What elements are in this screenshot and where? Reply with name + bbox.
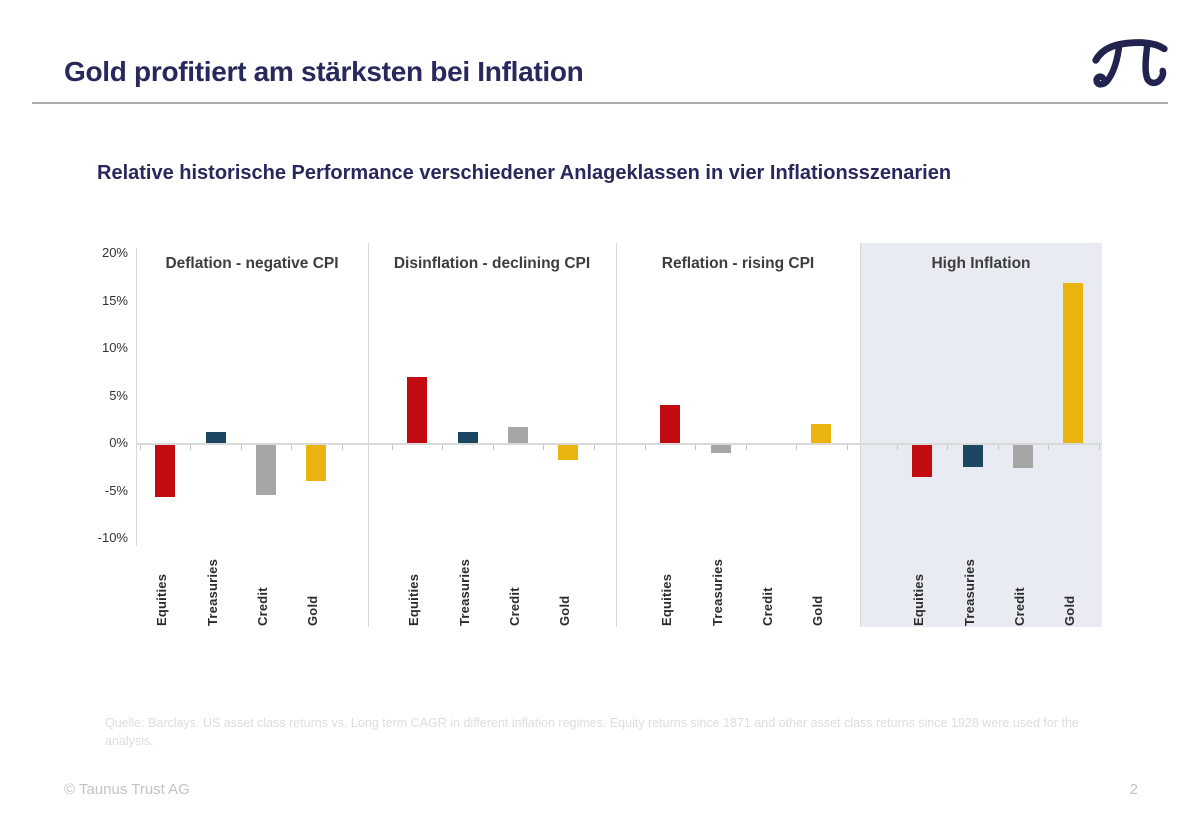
category-label: Gold [557, 595, 573, 626]
x-axis-tick [140, 445, 141, 450]
bar-gold [558, 445, 579, 461]
x-axis-tick [492, 445, 494, 450]
category-label: Gold [1062, 595, 1078, 626]
y-axis-label: -5% [104, 482, 128, 498]
panel-title: Reflation - rising CPI [661, 255, 815, 272]
panel-title: High Inflation [931, 255, 1031, 272]
highlight-background [861, 243, 1102, 627]
x-axis-tick [997, 445, 999, 450]
bar-credit [256, 445, 276, 496]
x-axis-tick [1098, 445, 1100, 450]
header-divider [32, 102, 1168, 104]
y-axis-label: 15% [101, 292, 128, 308]
bar-credit [508, 426, 528, 443]
x-axis-tick [442, 445, 444, 450]
zero-line [136, 443, 1102, 445]
page-number: 2 [1129, 781, 1138, 798]
y-axis-label: 20% [101, 245, 128, 260]
y-axis-label: 0% [109, 435, 128, 450]
bar-credit [1013, 445, 1033, 468]
bar-equities [660, 405, 681, 443]
y-axis-label: 5% [109, 387, 128, 403]
y-axis-label: 10% [101, 340, 128, 355]
panel-title: Deflation - negative CPI [165, 255, 339, 272]
x-axis-tick [695, 445, 697, 450]
bar-gold [306, 445, 327, 482]
panel-divider [616, 243, 617, 627]
category-label: Gold [810, 595, 826, 626]
x-axis-tick [593, 445, 595, 450]
x-axis-tick [1048, 445, 1050, 450]
x-axis-tick [190, 445, 192, 450]
bar-equities [155, 445, 176, 498]
category-label: Treasuries [709, 558, 725, 626]
bar-treasuries [710, 445, 731, 453]
panel-title: Disinflation - declining CPI [393, 255, 591, 272]
pi-monogram-icon [1092, 39, 1168, 88]
x-axis-tick [745, 445, 747, 450]
x-axis-tick [341, 445, 343, 450]
panel-divider [860, 243, 861, 627]
x-axis-tick [947, 445, 949, 450]
category-label: Credit [255, 587, 270, 626]
x-axis-tick [543, 445, 545, 450]
x-axis-tick [846, 445, 848, 450]
category-label: Treasuries [204, 558, 220, 626]
bar-gold [811, 424, 832, 443]
x-axis-tick [392, 445, 393, 450]
category-label: Treasuries [961, 558, 977, 626]
category-label: Credit [507, 587, 522, 626]
taunus-trust-logo [1092, 34, 1168, 94]
copyright: © Taunus Trust AG [64, 781, 190, 798]
x-axis-tick [240, 445, 242, 450]
page-title: Gold profitiert am stärksten bei Inflati… [64, 56, 584, 87]
bar-gold [1063, 283, 1084, 443]
x-axis-tick [291, 445, 293, 450]
panel-divider [368, 243, 369, 627]
chart-subtitle: Relative historische Performance verschi… [97, 162, 952, 184]
bar-treasuries [962, 445, 983, 467]
category-label: Gold [305, 595, 321, 626]
x-axis-tick [897, 445, 898, 450]
category-label: Credit [1012, 587, 1027, 626]
category-label: Equities [406, 573, 422, 626]
category-label: Equities [911, 573, 927, 626]
category-label: Treasuries [456, 558, 472, 626]
bar-treasuries [457, 431, 478, 443]
bar-equities [407, 376, 428, 443]
x-axis-tick [645, 445, 646, 450]
y-axis-line [136, 248, 137, 546]
source-footnote: Quelle: Barclays. US asset class returns… [105, 716, 1079, 749]
category-label: Equities [659, 573, 675, 626]
bar-equities [912, 445, 933, 478]
category-label: Credit [760, 587, 775, 626]
bar-treasuries [205, 431, 226, 443]
category-label: Equities [154, 573, 170, 626]
y-axis-label: -10% [97, 530, 128, 545]
x-axis-tick [796, 445, 798, 450]
